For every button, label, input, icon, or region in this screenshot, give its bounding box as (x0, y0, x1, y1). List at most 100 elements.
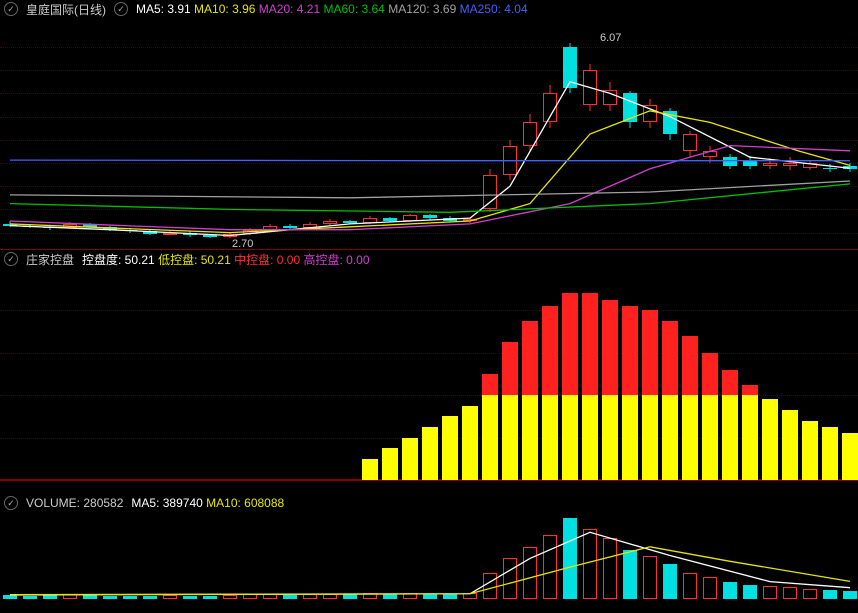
control-bar-low[interactable] (522, 395, 538, 480)
candlestick-chart[interactable]: 6.072.70财减张榜跌 (0, 18, 858, 250)
control-bar-mid[interactable] (702, 353, 718, 395)
volume-bar[interactable] (443, 594, 457, 599)
volume-bar[interactable] (743, 585, 757, 600)
candle[interactable] (243, 228, 257, 235)
volume-bar[interactable] (43, 595, 57, 599)
volume-bar[interactable] (163, 595, 177, 599)
control-bar-low[interactable] (742, 395, 758, 480)
control-bar-mid[interactable] (722, 370, 738, 395)
volume-bar[interactable] (503, 558, 517, 599)
volume-bar[interactable] (363, 593, 377, 599)
volume-bar[interactable] (303, 594, 317, 599)
candle[interactable] (583, 64, 597, 110)
volume-bar[interactable] (83, 595, 97, 599)
volume-bar[interactable] (323, 594, 337, 600)
control-bar-low[interactable] (402, 438, 418, 480)
control-bar-low[interactable] (462, 406, 478, 480)
volume-bar[interactable] (823, 590, 837, 599)
candle[interactable] (623, 91, 637, 129)
volume-bar[interactable] (143, 596, 157, 599)
volume-bar[interactable] (583, 529, 597, 599)
volume-bar[interactable] (803, 589, 817, 599)
volume-bar[interactable] (203, 596, 217, 599)
control-bar-low[interactable] (682, 395, 698, 480)
volume-bar[interactable] (383, 594, 397, 599)
control-bar-mid[interactable] (582, 293, 598, 395)
volume-bar[interactable] (63, 594, 77, 599)
candle[interactable] (443, 216, 457, 222)
candle[interactable] (563, 43, 577, 93)
candle[interactable] (123, 228, 137, 233)
control-bar-low[interactable] (602, 395, 618, 480)
candle[interactable] (223, 233, 237, 239)
control-bar-mid[interactable] (642, 310, 658, 395)
candle[interactable] (363, 216, 377, 224)
candle[interactable] (483, 169, 497, 213)
candle[interactable] (283, 224, 297, 230)
candle[interactable] (63, 222, 77, 229)
candle[interactable] (663, 108, 677, 140)
candle[interactable] (643, 99, 657, 128)
control-bar-low[interactable] (702, 395, 718, 480)
volume-bar[interactable] (403, 593, 417, 599)
candle[interactable] (163, 231, 177, 235)
control-bar-low[interactable] (502, 395, 518, 480)
control-bar-low[interactable] (582, 395, 598, 480)
candle[interactable] (603, 82, 617, 111)
volume-bar[interactable] (723, 582, 737, 599)
candle[interactable] (303, 222, 317, 229)
volume-bar[interactable] (763, 586, 777, 599)
control-bar-mid[interactable] (622, 306, 638, 395)
candle[interactable] (543, 85, 557, 129)
candle[interactable] (743, 156, 757, 169)
control-bar-mid[interactable] (562, 293, 578, 395)
volume-bar[interactable] (183, 596, 197, 599)
control-bar-low[interactable] (662, 395, 678, 480)
control-bar-mid[interactable] (682, 336, 698, 395)
volume-bar[interactable] (483, 573, 497, 599)
candle[interactable] (463, 218, 477, 223)
control-bar-low[interactable] (722, 395, 738, 480)
volume-bar[interactable] (663, 564, 677, 599)
control-bar-low[interactable] (482, 395, 498, 480)
candle[interactable] (43, 225, 57, 230)
candle[interactable] (103, 226, 117, 232)
control-bar-low[interactable] (642, 395, 658, 480)
candle[interactable] (183, 231, 197, 236)
candle[interactable] (323, 219, 337, 225)
candle[interactable] (783, 157, 797, 170)
candle[interactable] (263, 224, 277, 231)
control-bar-low[interactable] (442, 416, 458, 480)
volume-bar[interactable] (223, 595, 237, 599)
candle[interactable] (203, 234, 217, 239)
volume-bar[interactable] (703, 577, 717, 599)
candle[interactable] (403, 214, 417, 222)
volume-bar[interactable] (563, 518, 577, 599)
volume-bar[interactable] (23, 596, 37, 599)
volume-bar[interactable] (103, 596, 117, 599)
candle[interactable] (843, 163, 857, 172)
volume-chart[interactable] (0, 512, 858, 599)
volume-bar[interactable] (843, 591, 857, 599)
volume-bar[interactable] (3, 595, 17, 599)
candle[interactable] (723, 154, 737, 169)
volume-bar[interactable] (543, 535, 557, 599)
control-bar-low[interactable] (622, 395, 638, 480)
volume-bar[interactable] (783, 587, 797, 599)
volume-bar[interactable] (123, 596, 137, 599)
volume-bar[interactable] (463, 593, 477, 599)
control-chart[interactable] (0, 268, 858, 480)
candle[interactable] (143, 230, 157, 236)
candle[interactable] (523, 114, 537, 152)
candle[interactable] (823, 164, 837, 172)
control-bar-low[interactable] (822, 427, 838, 480)
volume-bar[interactable] (423, 594, 437, 599)
candle[interactable] (683, 131, 697, 157)
candle[interactable] (703, 146, 717, 163)
control-bar-low[interactable] (842, 433, 858, 480)
control-bar-mid[interactable] (542, 306, 558, 395)
candle[interactable] (803, 160, 817, 170)
control-bar-mid[interactable] (502, 342, 518, 395)
candle[interactable] (383, 217, 397, 222)
volume-bar[interactable] (283, 595, 297, 599)
